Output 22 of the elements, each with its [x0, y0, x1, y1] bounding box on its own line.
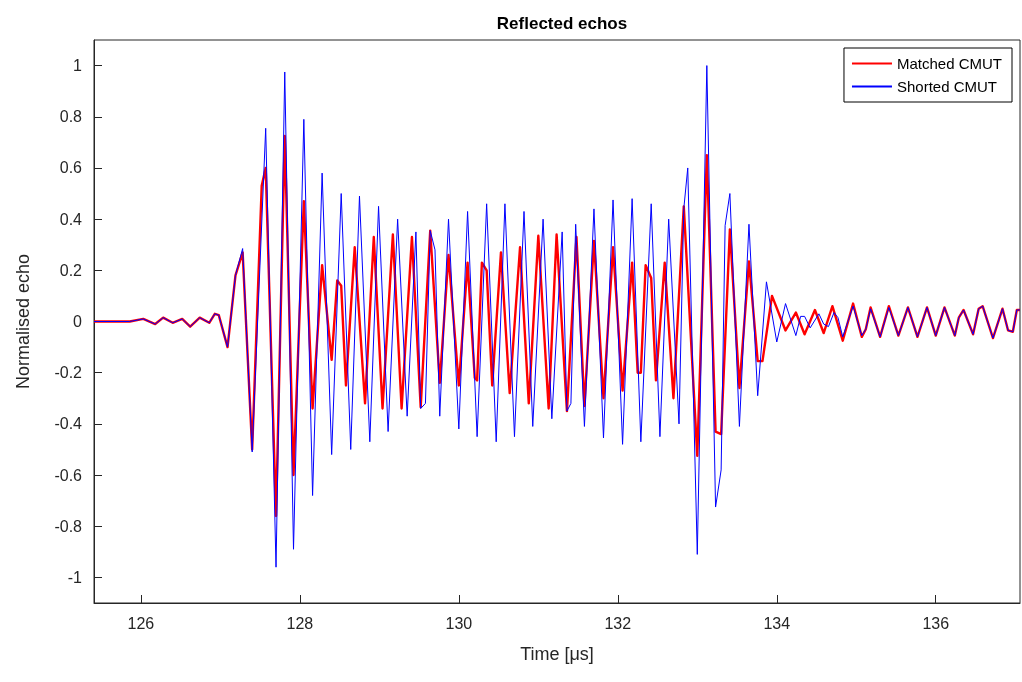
y-tick-label: -0.2 [54, 364, 83, 382]
x-tick-label: 128 [286, 614, 314, 632]
chart-title: Reflected echos [496, 14, 628, 33]
legend-label: Shorted CMUT [896, 78, 998, 95]
x-axis-title: Time [μs] [520, 644, 594, 664]
y-tick-label: -0.8 [54, 517, 83, 535]
y-tick-label: 0.8 [59, 108, 83, 126]
y-tick-label: 0.6 [59, 159, 83, 177]
x-tick-label: 134 [763, 614, 791, 632]
x-tick-label: 130 [445, 614, 473, 632]
y-axis-title: Normalised echo [13, 253, 33, 390]
y-tick-label: 0 [73, 313, 83, 330]
x-tick-label: 126 [127, 614, 155, 632]
legend-label: Matched CMUT [896, 55, 1003, 72]
y-tick-label: -0.6 [54, 466, 83, 484]
y-tick-label: -0.4 [54, 415, 83, 433]
y-tick-label: 1 [73, 57, 83, 75]
y-tick-label: 0.4 [59, 210, 83, 228]
y-tick-label: 0.2 [59, 261, 83, 279]
y-tick-label: -1 [67, 568, 83, 586]
x-tick-label: 132 [604, 614, 632, 632]
x-tick-label: 136 [922, 614, 950, 632]
